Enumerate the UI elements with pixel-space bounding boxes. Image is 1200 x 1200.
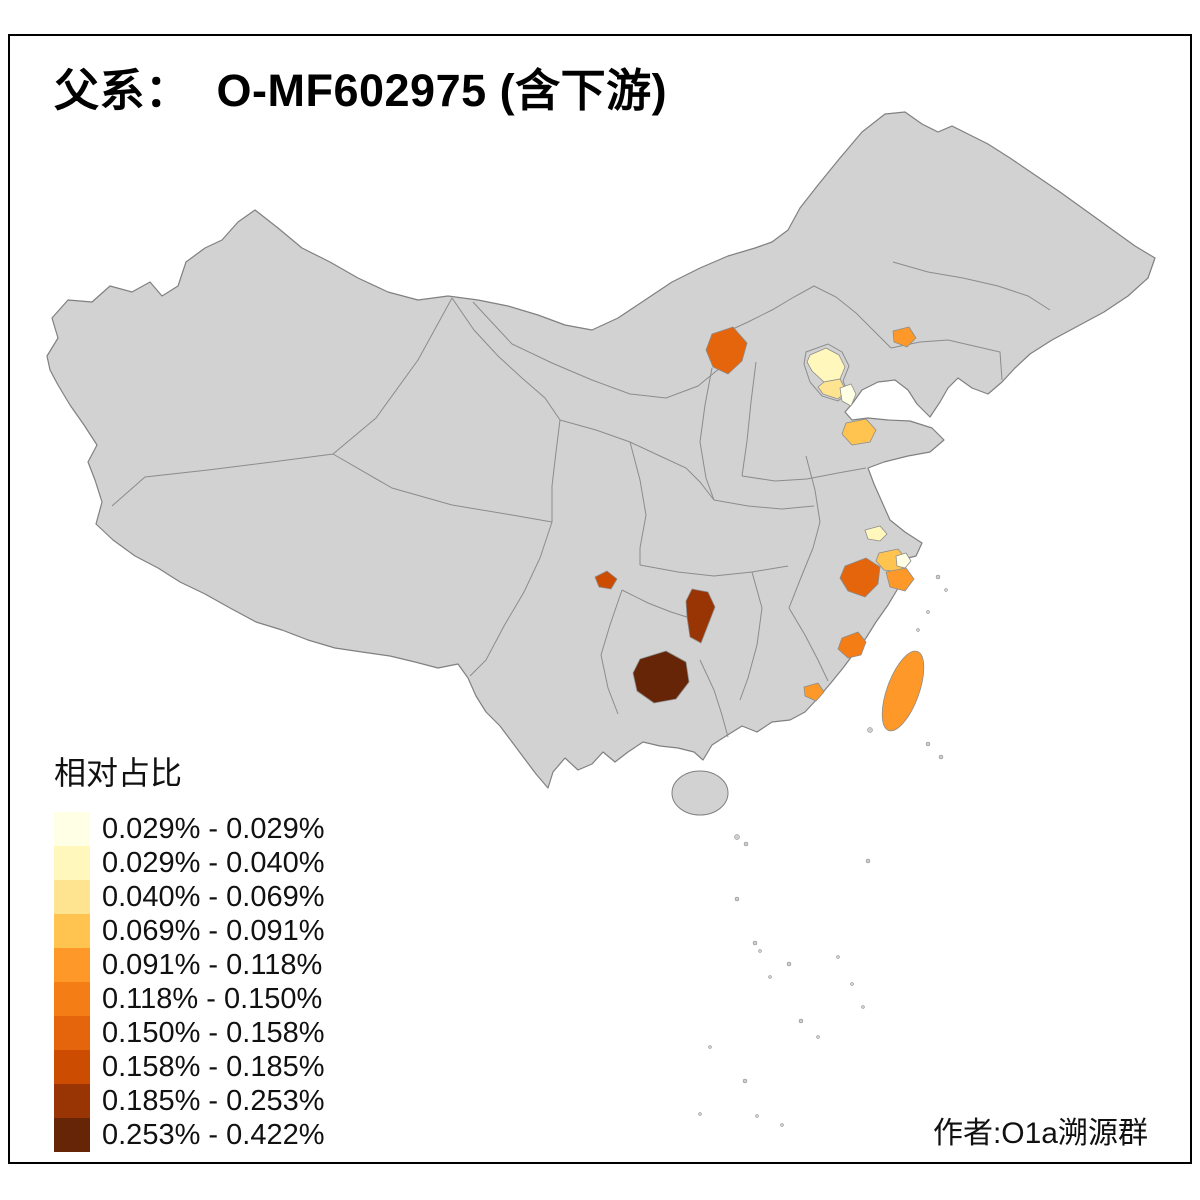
legend-swatch bbox=[54, 812, 90, 846]
region-zhejiang-hangzhou bbox=[839, 557, 881, 598]
region-guizhou-central bbox=[632, 650, 690, 704]
legend-swatch bbox=[54, 948, 90, 982]
region-chongqing-west bbox=[594, 570, 618, 590]
legend-swatch bbox=[54, 1050, 90, 1084]
region-beijing-south bbox=[817, 378, 847, 400]
legend-swatch bbox=[54, 982, 90, 1016]
legend-row: 0.029% - 0.040% bbox=[54, 846, 324, 880]
plot-frame bbox=[8, 34, 1192, 1164]
region-guizhou-north bbox=[685, 588, 716, 644]
legend-row: 0.069% - 0.091% bbox=[54, 914, 324, 948]
region-fujian-east bbox=[837, 631, 867, 659]
legend-row: 0.040% - 0.069% bbox=[54, 880, 324, 914]
legend-label: 0.253% - 0.422% bbox=[102, 1118, 325, 1151]
legend-label: 0.150% - 0.158% bbox=[102, 1016, 325, 1049]
legend-row: 0.091% - 0.118% bbox=[54, 948, 324, 982]
region-hainan bbox=[671, 770, 729, 816]
highlighted-regions bbox=[594, 326, 925, 732]
region-taiwan bbox=[881, 650, 925, 732]
legend-row: 0.158% - 0.185% bbox=[54, 1050, 324, 1084]
legend-label: 0.091% - 0.118% bbox=[102, 948, 323, 981]
attribution: 作者:O1a溯源群 bbox=[932, 1117, 1148, 1150]
legend-label: 0.185% - 0.253% bbox=[102, 1084, 325, 1117]
legend-label: 0.040% - 0.069% bbox=[102, 880, 325, 913]
region-zhejiang-northeast-pale bbox=[895, 552, 912, 569]
legend-title: 相对占比 bbox=[54, 755, 183, 791]
legend-row: 0.029% - 0.029% bbox=[54, 812, 324, 846]
legend-swatch bbox=[54, 880, 90, 914]
legend-swatch bbox=[54, 846, 90, 880]
region-shandong-central bbox=[841, 418, 877, 446]
region-guangdong-east bbox=[803, 682, 825, 702]
legend-swatch bbox=[54, 1016, 90, 1050]
region-liaoning-west bbox=[892, 326, 917, 348]
region-mainland bbox=[46, 111, 1156, 789]
legend-label: 0.069% - 0.091% bbox=[102, 914, 325, 947]
legend-row: 0.150% - 0.158% bbox=[54, 1016, 324, 1050]
legend-entries: 0.029% - 0.029% 0.029% - 0.040% 0.040% -… bbox=[54, 812, 324, 1152]
region-jiangsu-southeast bbox=[864, 525, 888, 542]
region-tianjin bbox=[839, 383, 857, 407]
legend-row: 0.253% - 0.422% bbox=[54, 1118, 324, 1152]
legend-label: 0.029% - 0.029% bbox=[102, 812, 325, 845]
legend-label: 0.158% - 0.185% bbox=[102, 1050, 325, 1083]
legend-swatch bbox=[54, 1084, 90, 1118]
legend-swatch bbox=[54, 1118, 90, 1152]
page-title: 父系： O-MF602975 (含下游) bbox=[54, 65, 668, 116]
legend-row: 0.185% - 0.253% bbox=[54, 1084, 324, 1118]
legend: 相对占比 0.029% - 0.029% 0.029% - 0.040% 0.0… bbox=[54, 748, 324, 1152]
region-hebei-zhangjiakou bbox=[705, 326, 748, 375]
legend-row: 0.118% - 0.150% bbox=[54, 982, 324, 1016]
legend-swatch bbox=[54, 914, 90, 948]
region-zhejiang-northeast-orange bbox=[885, 567, 915, 592]
island-specks bbox=[698, 574, 948, 1127]
legend-label: 0.029% - 0.040% bbox=[102, 846, 325, 879]
legend-label: 0.118% - 0.150% bbox=[102, 982, 323, 1015]
